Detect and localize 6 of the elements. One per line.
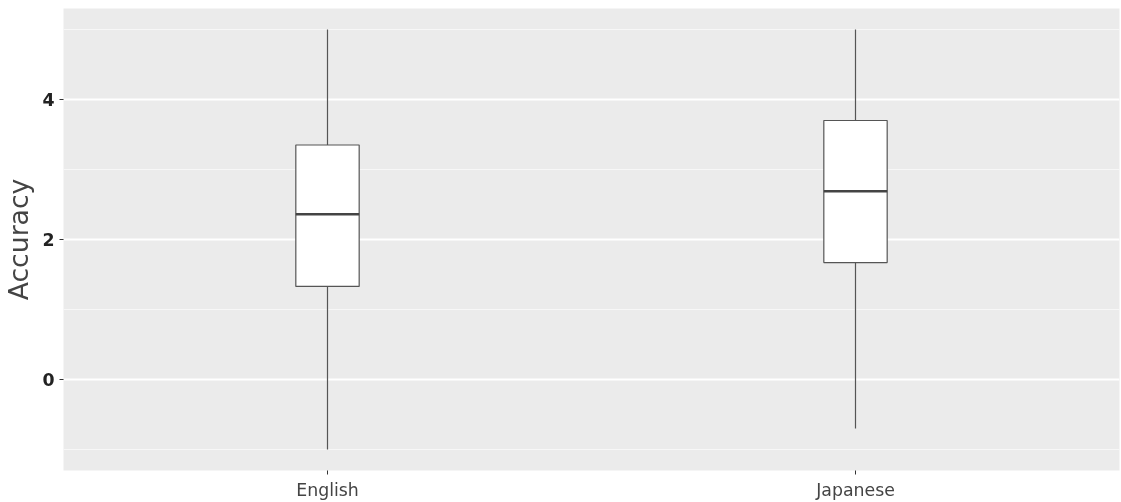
y-tick-label: 0 — [42, 370, 55, 390]
y-axis-title: Accuracy — [3, 178, 35, 301]
x-tick-label: Japanese — [815, 479, 895, 500]
y-tick-label: 4 — [42, 90, 55, 110]
y-tick-label: 2 — [42, 230, 55, 250]
x-tick-label: English — [296, 479, 359, 500]
